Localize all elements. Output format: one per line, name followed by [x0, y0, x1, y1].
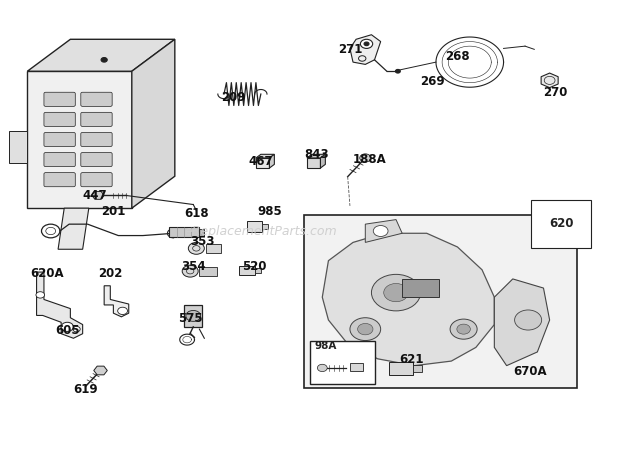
- Circle shape: [118, 307, 128, 315]
- Bar: [184, 305, 203, 327]
- Text: 467: 467: [249, 155, 273, 168]
- Text: 201: 201: [101, 205, 125, 218]
- Bar: [402, 279, 439, 297]
- FancyBboxPatch shape: [44, 152, 75, 167]
- Circle shape: [457, 324, 471, 334]
- Text: 268: 268: [445, 50, 470, 63]
- Polygon shape: [132, 39, 175, 208]
- Polygon shape: [37, 272, 82, 338]
- Bar: [206, 244, 221, 253]
- Polygon shape: [270, 154, 275, 168]
- Circle shape: [371, 274, 420, 311]
- Bar: [310, 340, 374, 384]
- Text: 202: 202: [98, 267, 122, 280]
- Text: 353: 353: [190, 235, 215, 248]
- Circle shape: [350, 318, 381, 340]
- Bar: [255, 268, 262, 274]
- Circle shape: [360, 154, 371, 162]
- Text: 269: 269: [420, 75, 445, 88]
- Circle shape: [73, 326, 80, 332]
- Polygon shape: [307, 158, 321, 168]
- FancyBboxPatch shape: [81, 133, 112, 146]
- Circle shape: [364, 42, 369, 46]
- FancyBboxPatch shape: [81, 92, 112, 106]
- Circle shape: [515, 310, 542, 330]
- Polygon shape: [350, 35, 381, 64]
- Circle shape: [36, 292, 45, 298]
- FancyBboxPatch shape: [81, 152, 112, 167]
- Polygon shape: [94, 366, 107, 375]
- Text: 620: 620: [549, 217, 574, 230]
- Text: 621: 621: [399, 353, 423, 366]
- Bar: [239, 266, 255, 275]
- Text: 620A: 620A: [30, 267, 64, 280]
- Text: 843: 843: [304, 148, 329, 161]
- Bar: [199, 229, 204, 236]
- Polygon shape: [494, 279, 550, 365]
- Circle shape: [182, 265, 198, 277]
- Text: 98A: 98A: [315, 341, 337, 351]
- Bar: [389, 362, 413, 375]
- FancyBboxPatch shape: [81, 173, 112, 187]
- FancyBboxPatch shape: [44, 112, 75, 127]
- Polygon shape: [307, 154, 326, 158]
- Polygon shape: [365, 219, 402, 243]
- Polygon shape: [104, 286, 129, 317]
- Polygon shape: [58, 208, 89, 249]
- FancyBboxPatch shape: [44, 173, 75, 187]
- Circle shape: [101, 58, 107, 62]
- Bar: [169, 227, 199, 237]
- Circle shape: [358, 323, 373, 335]
- Text: 271: 271: [338, 43, 362, 56]
- Circle shape: [360, 39, 373, 49]
- Text: 188A: 188A: [353, 152, 387, 165]
- Text: eReplacementParts.com: eReplacementParts.com: [185, 225, 337, 237]
- Circle shape: [396, 69, 401, 73]
- Text: 209: 209: [221, 91, 246, 104]
- Bar: [413, 365, 422, 371]
- Polygon shape: [27, 71, 132, 208]
- Text: 619: 619: [73, 383, 98, 396]
- Circle shape: [61, 322, 73, 331]
- Text: 354: 354: [181, 260, 206, 273]
- FancyBboxPatch shape: [44, 133, 75, 146]
- Circle shape: [188, 243, 205, 254]
- Polygon shape: [256, 158, 270, 168]
- Polygon shape: [27, 39, 175, 71]
- Text: 270: 270: [544, 86, 568, 99]
- Bar: [200, 267, 216, 276]
- Circle shape: [186, 310, 201, 322]
- Text: 447: 447: [82, 189, 107, 202]
- Polygon shape: [9, 131, 27, 163]
- Bar: [247, 221, 262, 232]
- Text: 985: 985: [258, 205, 283, 218]
- Circle shape: [317, 364, 327, 371]
- FancyBboxPatch shape: [44, 92, 75, 106]
- Bar: [350, 363, 363, 371]
- Text: 618: 618: [184, 207, 209, 220]
- Polygon shape: [541, 73, 558, 88]
- Polygon shape: [92, 191, 104, 199]
- FancyBboxPatch shape: [81, 112, 112, 127]
- Circle shape: [373, 225, 388, 237]
- Text: 605: 605: [55, 324, 79, 337]
- Text: 670A: 670A: [513, 365, 546, 378]
- Text: 575: 575: [178, 312, 203, 325]
- Circle shape: [384, 284, 409, 302]
- Bar: [304, 215, 577, 389]
- Polygon shape: [322, 233, 494, 365]
- Bar: [262, 224, 268, 229]
- Polygon shape: [321, 154, 326, 168]
- Polygon shape: [256, 154, 275, 158]
- Circle shape: [450, 319, 477, 339]
- Text: 520: 520: [242, 260, 267, 273]
